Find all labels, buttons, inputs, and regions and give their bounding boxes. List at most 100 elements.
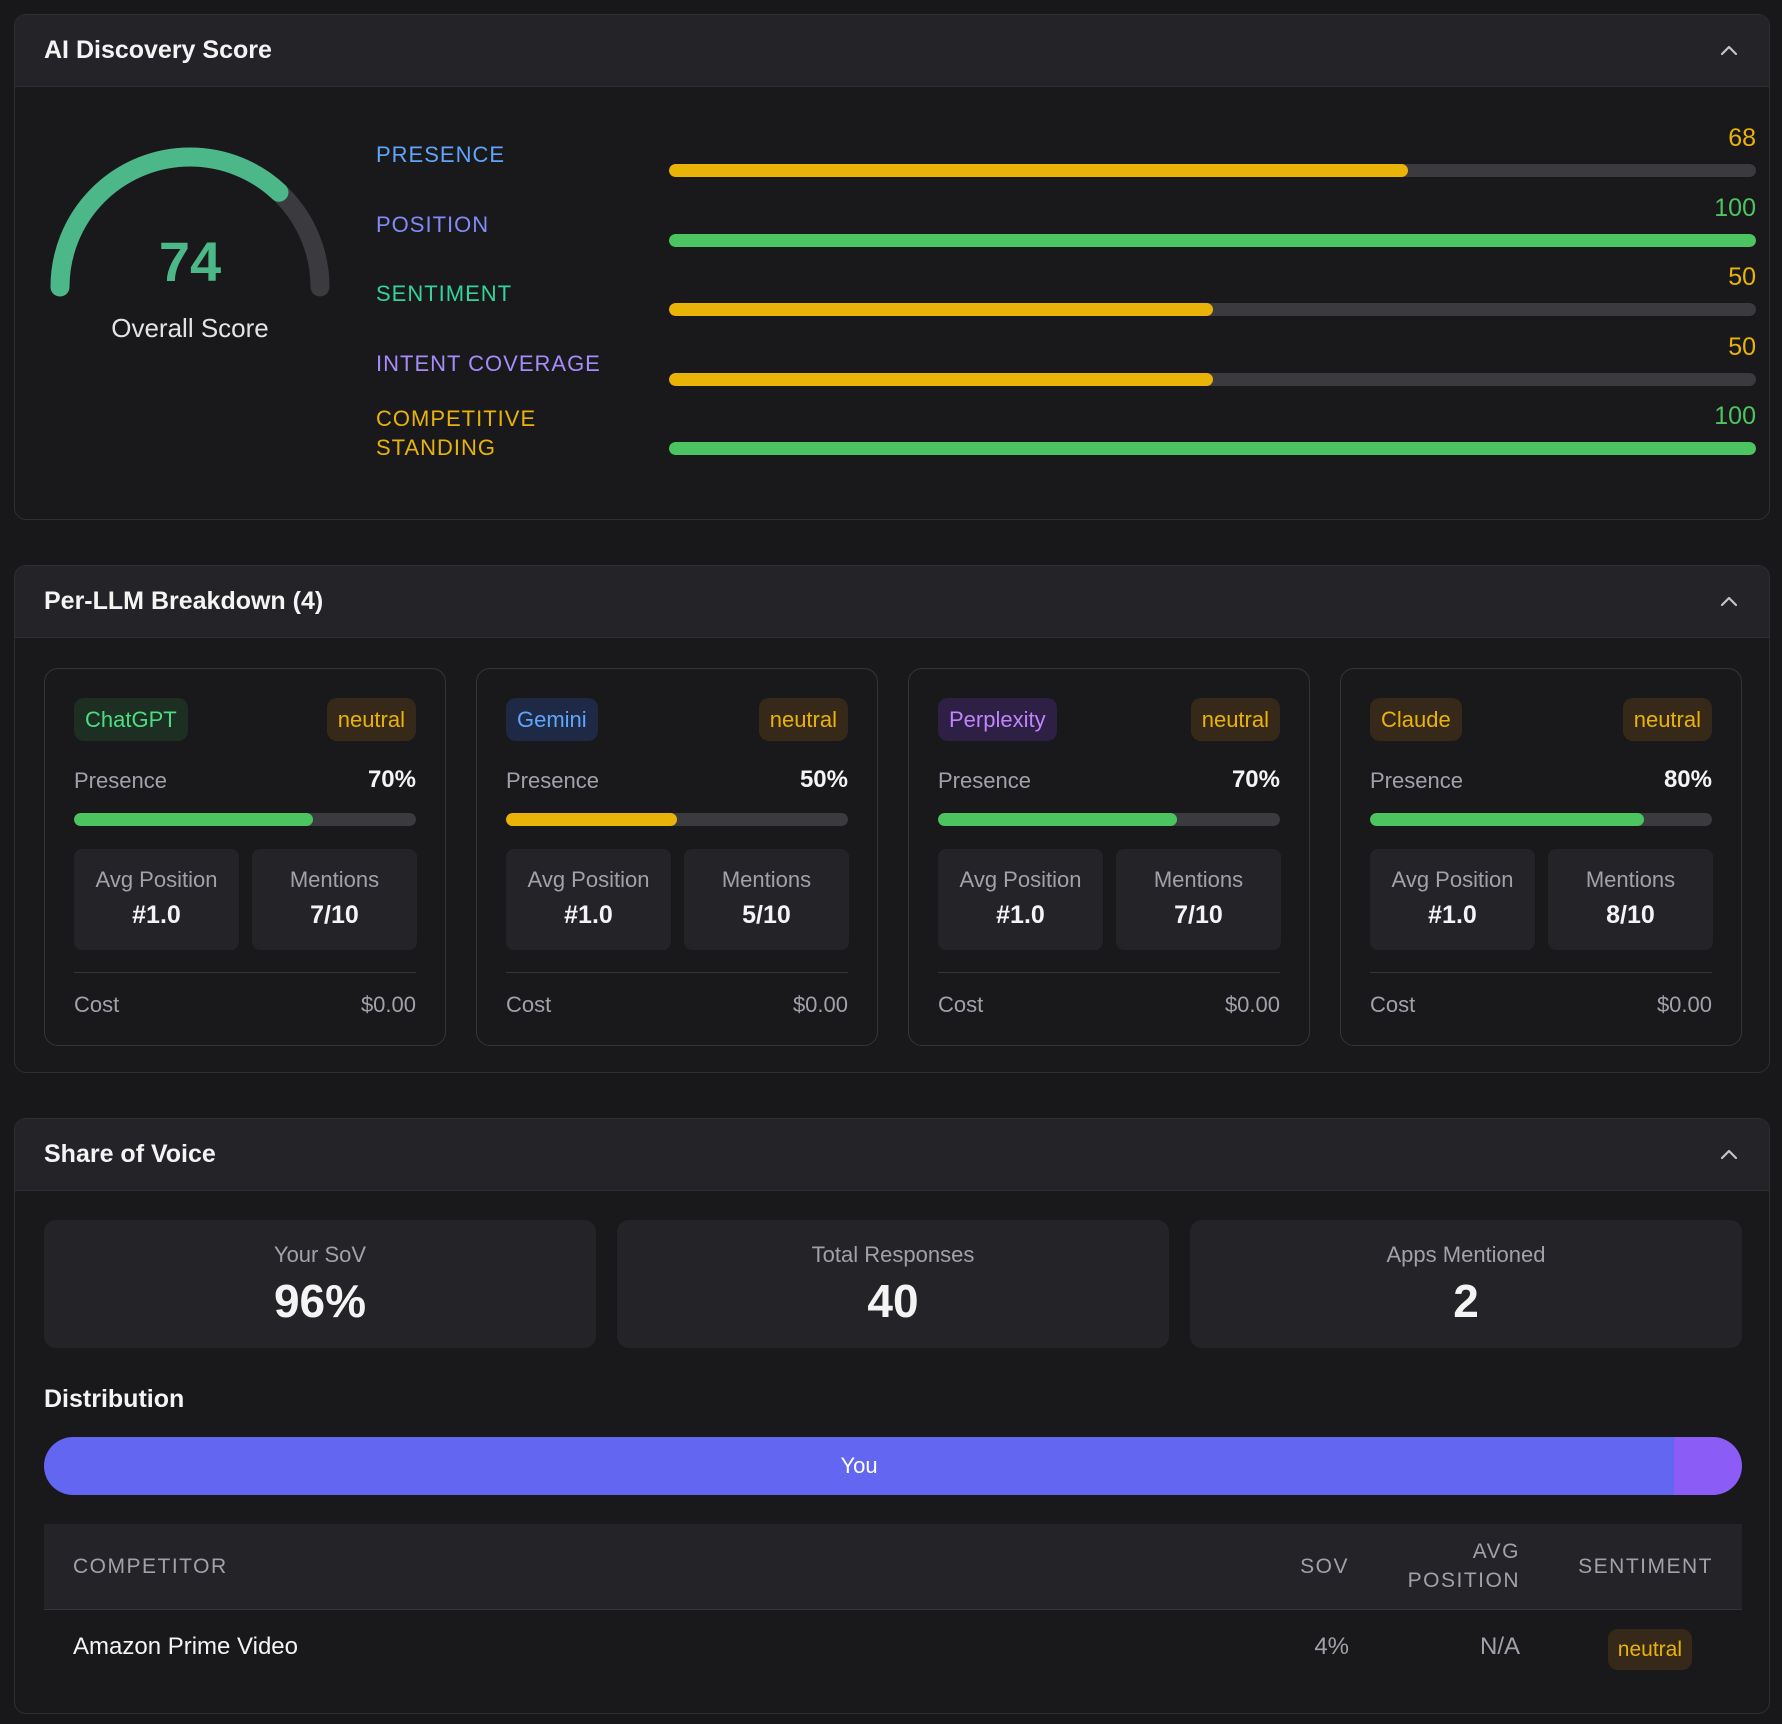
metric-value: 68 [1728, 124, 1756, 152]
card-divider [74, 972, 416, 973]
llm-card-claude: Claude neutral Presence 80% Avg Position #1.0… [1340, 668, 1742, 1046]
mentions-label: Mentions [721, 867, 812, 892]
stat-label: Your SoV [273, 1242, 367, 1267]
metric-bar-fill [669, 303, 1213, 316]
metric-label: SENTIMENT [376, 281, 513, 306]
metric-bar-track [669, 442, 1756, 455]
mentions-box: Mentions 8/10 [1548, 849, 1713, 950]
avg-position-box: Avg Position #1.0 [506, 849, 671, 950]
metric-presence: PRESENCE 68 [376, 118, 1756, 188]
stat-label: Total Responses [811, 1242, 975, 1267]
metric-label: INTENT COVERAGE [376, 351, 601, 376]
score-panel-header[interactable]: AI Discovery Score [15, 15, 1769, 87]
presence-label: Presence [938, 768, 1031, 793]
avg-position-box: Avg Position #1.0 [74, 849, 239, 950]
competitor-sov: 4% [1314, 1633, 1349, 1660]
llm-panel-header[interactable]: Per-LLM Breakdown (4) [15, 566, 1769, 638]
metric-value: 100 [1714, 194, 1756, 222]
cost-value: $0.00 [1656, 992, 1712, 1017]
cost-label: Cost [74, 992, 120, 1017]
mentions-box: Mentions 5/10 [684, 849, 849, 950]
header-sov[interactable]: SOV [1300, 1555, 1349, 1578]
presence-bar-track [506, 813, 848, 826]
mentions-box: Mentions 7/10 [252, 849, 417, 950]
cost-value: $0.00 [1224, 992, 1280, 1017]
stat-value: 40 [867, 1275, 919, 1327]
presence-bar-fill [938, 813, 1178, 826]
distribution-title: Distribution [44, 1385, 185, 1413]
share-of-voice-panel: Share of Voice Your SoV 96% Total Respon… [14, 1118, 1770, 1714]
presence-value: 70% [1231, 766, 1280, 793]
llm-card-gemini: Gemini neutral Presence 50% Avg Position #1.0… [476, 668, 878, 1046]
cost-label: Cost [506, 992, 552, 1017]
metric-position: POSITION 100 [376, 188, 1756, 258]
mentions-box: Mentions 7/10 [1116, 849, 1281, 950]
metric-value: 50 [1728, 333, 1756, 361]
presence-bar-track [938, 813, 1280, 826]
apps-mentioned-card: Apps Mentioned 2 [1190, 1220, 1742, 1348]
chevron-up-icon[interactable] [1717, 39, 1741, 63]
metric-bar-track [669, 373, 1756, 386]
distribution-segment[interactable] [1674, 1437, 1742, 1495]
avg-position-label: Avg Position [95, 867, 218, 892]
metric-label: COMPETITIVE STANDING [376, 406, 537, 460]
presence-label: Presence [1370, 768, 1463, 793]
header-competitor[interactable]: COMPETITOR [73, 1555, 228, 1578]
presence-label: Presence [506, 768, 599, 793]
llm-name-badge: ChatGPT [74, 698, 188, 741]
chevron-up-icon[interactable] [1717, 1143, 1741, 1167]
per-llm-breakdown-panel: Per-LLM Breakdown (4) ChatGPT neutral Pres… [14, 565, 1770, 1073]
stat-value: 2 [1453, 1275, 1479, 1327]
metric-sentiment: SENTIMENT 50 [376, 257, 1756, 327]
header-avg-position-line2: POSITION [1407, 1569, 1520, 1592]
presence-bar-fill [74, 813, 314, 826]
llm-name-badge: Perplexity [938, 698, 1057, 741]
avg-position-value: #1.0 [1428, 901, 1477, 929]
card-divider [506, 972, 848, 973]
avg-position-label: Avg Position [1391, 867, 1514, 892]
metric-competitive-standing: COMPETITIVE STANDING 100 [376, 396, 1756, 466]
stat-label: Apps Mentioned [1386, 1242, 1546, 1267]
sentiment-badge: neutral [1190, 698, 1280, 741]
ai-discovery-score-panel: AI Discovery Score 74 Overall Score PRES… [14, 14, 1770, 520]
chevron-up-icon[interactable] [1717, 590, 1741, 614]
sentiment-badge: neutral [326, 698, 416, 741]
llm-name-badge: Gemini [506, 698, 598, 741]
llm-card-chatgpt: ChatGPT neutral Presence 70% Avg Position #1.… [44, 668, 446, 1046]
table-row[interactable]: Amazon Prime Video 4% N/A neutral [44, 1610, 1742, 1687]
competitor-table: COMPETITOR SOV AVG POSITION SENTIMENT Am… [44, 1524, 1742, 1687]
metric-bar-fill [669, 234, 1756, 247]
table-header: COMPETITOR SOV AVG POSITION SENTIMENT [44, 1524, 1742, 1610]
cost-value: $0.00 [360, 992, 416, 1017]
metric-label: POSITION [376, 212, 490, 237]
distribution-segment[interactable]: You [44, 1437, 1675, 1495]
header-avg-position[interactable]: AVG POSITION [1408, 1537, 1520, 1595]
metric-label: PRESENCE [376, 142, 506, 167]
avg-position-value: #1.0 [132, 901, 181, 929]
mentions-value: 7/10 [1174, 901, 1223, 929]
metric-intent-coverage: INTENT COVERAGE 50 [376, 327, 1756, 397]
sentiment-badge: neutral [1622, 698, 1712, 741]
gauge-arc [50, 147, 330, 297]
metric-bar-track [669, 164, 1756, 177]
card-divider [1370, 972, 1712, 973]
competitor-name: Amazon Prime Video [73, 1633, 298, 1660]
header-sentiment[interactable]: SENTIMENT [1578, 1555, 1713, 1578]
presence-value: 50% [799, 766, 848, 793]
header-avg-position-line1: AVG [1472, 1540, 1520, 1563]
sentiment-badge: neutral [758, 698, 848, 741]
avg-position-value: #1.0 [564, 901, 613, 929]
llm-card-perplexity: Perplexity neutral Presence 70% Avg Position… [908, 668, 1310, 1046]
avg-position-value: #1.0 [996, 901, 1045, 929]
metric-bar-fill [669, 164, 1409, 177]
metric-bar-track [669, 303, 1756, 316]
overall-score-gauge: 74 Overall Score [45, 125, 335, 365]
your-sov-card: Your SoV 96% [44, 1220, 596, 1348]
total-responses-card: Total Responses 40 [617, 1220, 1169, 1348]
distribution-bar: You [44, 1437, 1742, 1495]
mentions-label: Mentions [289, 867, 380, 892]
sov-panel-header[interactable]: Share of Voice [15, 1119, 1769, 1191]
avg-position-box: Avg Position #1.0 [1370, 849, 1535, 950]
metric-bar-fill [669, 373, 1213, 386]
avg-position-box: Avg Position #1.0 [938, 849, 1103, 950]
